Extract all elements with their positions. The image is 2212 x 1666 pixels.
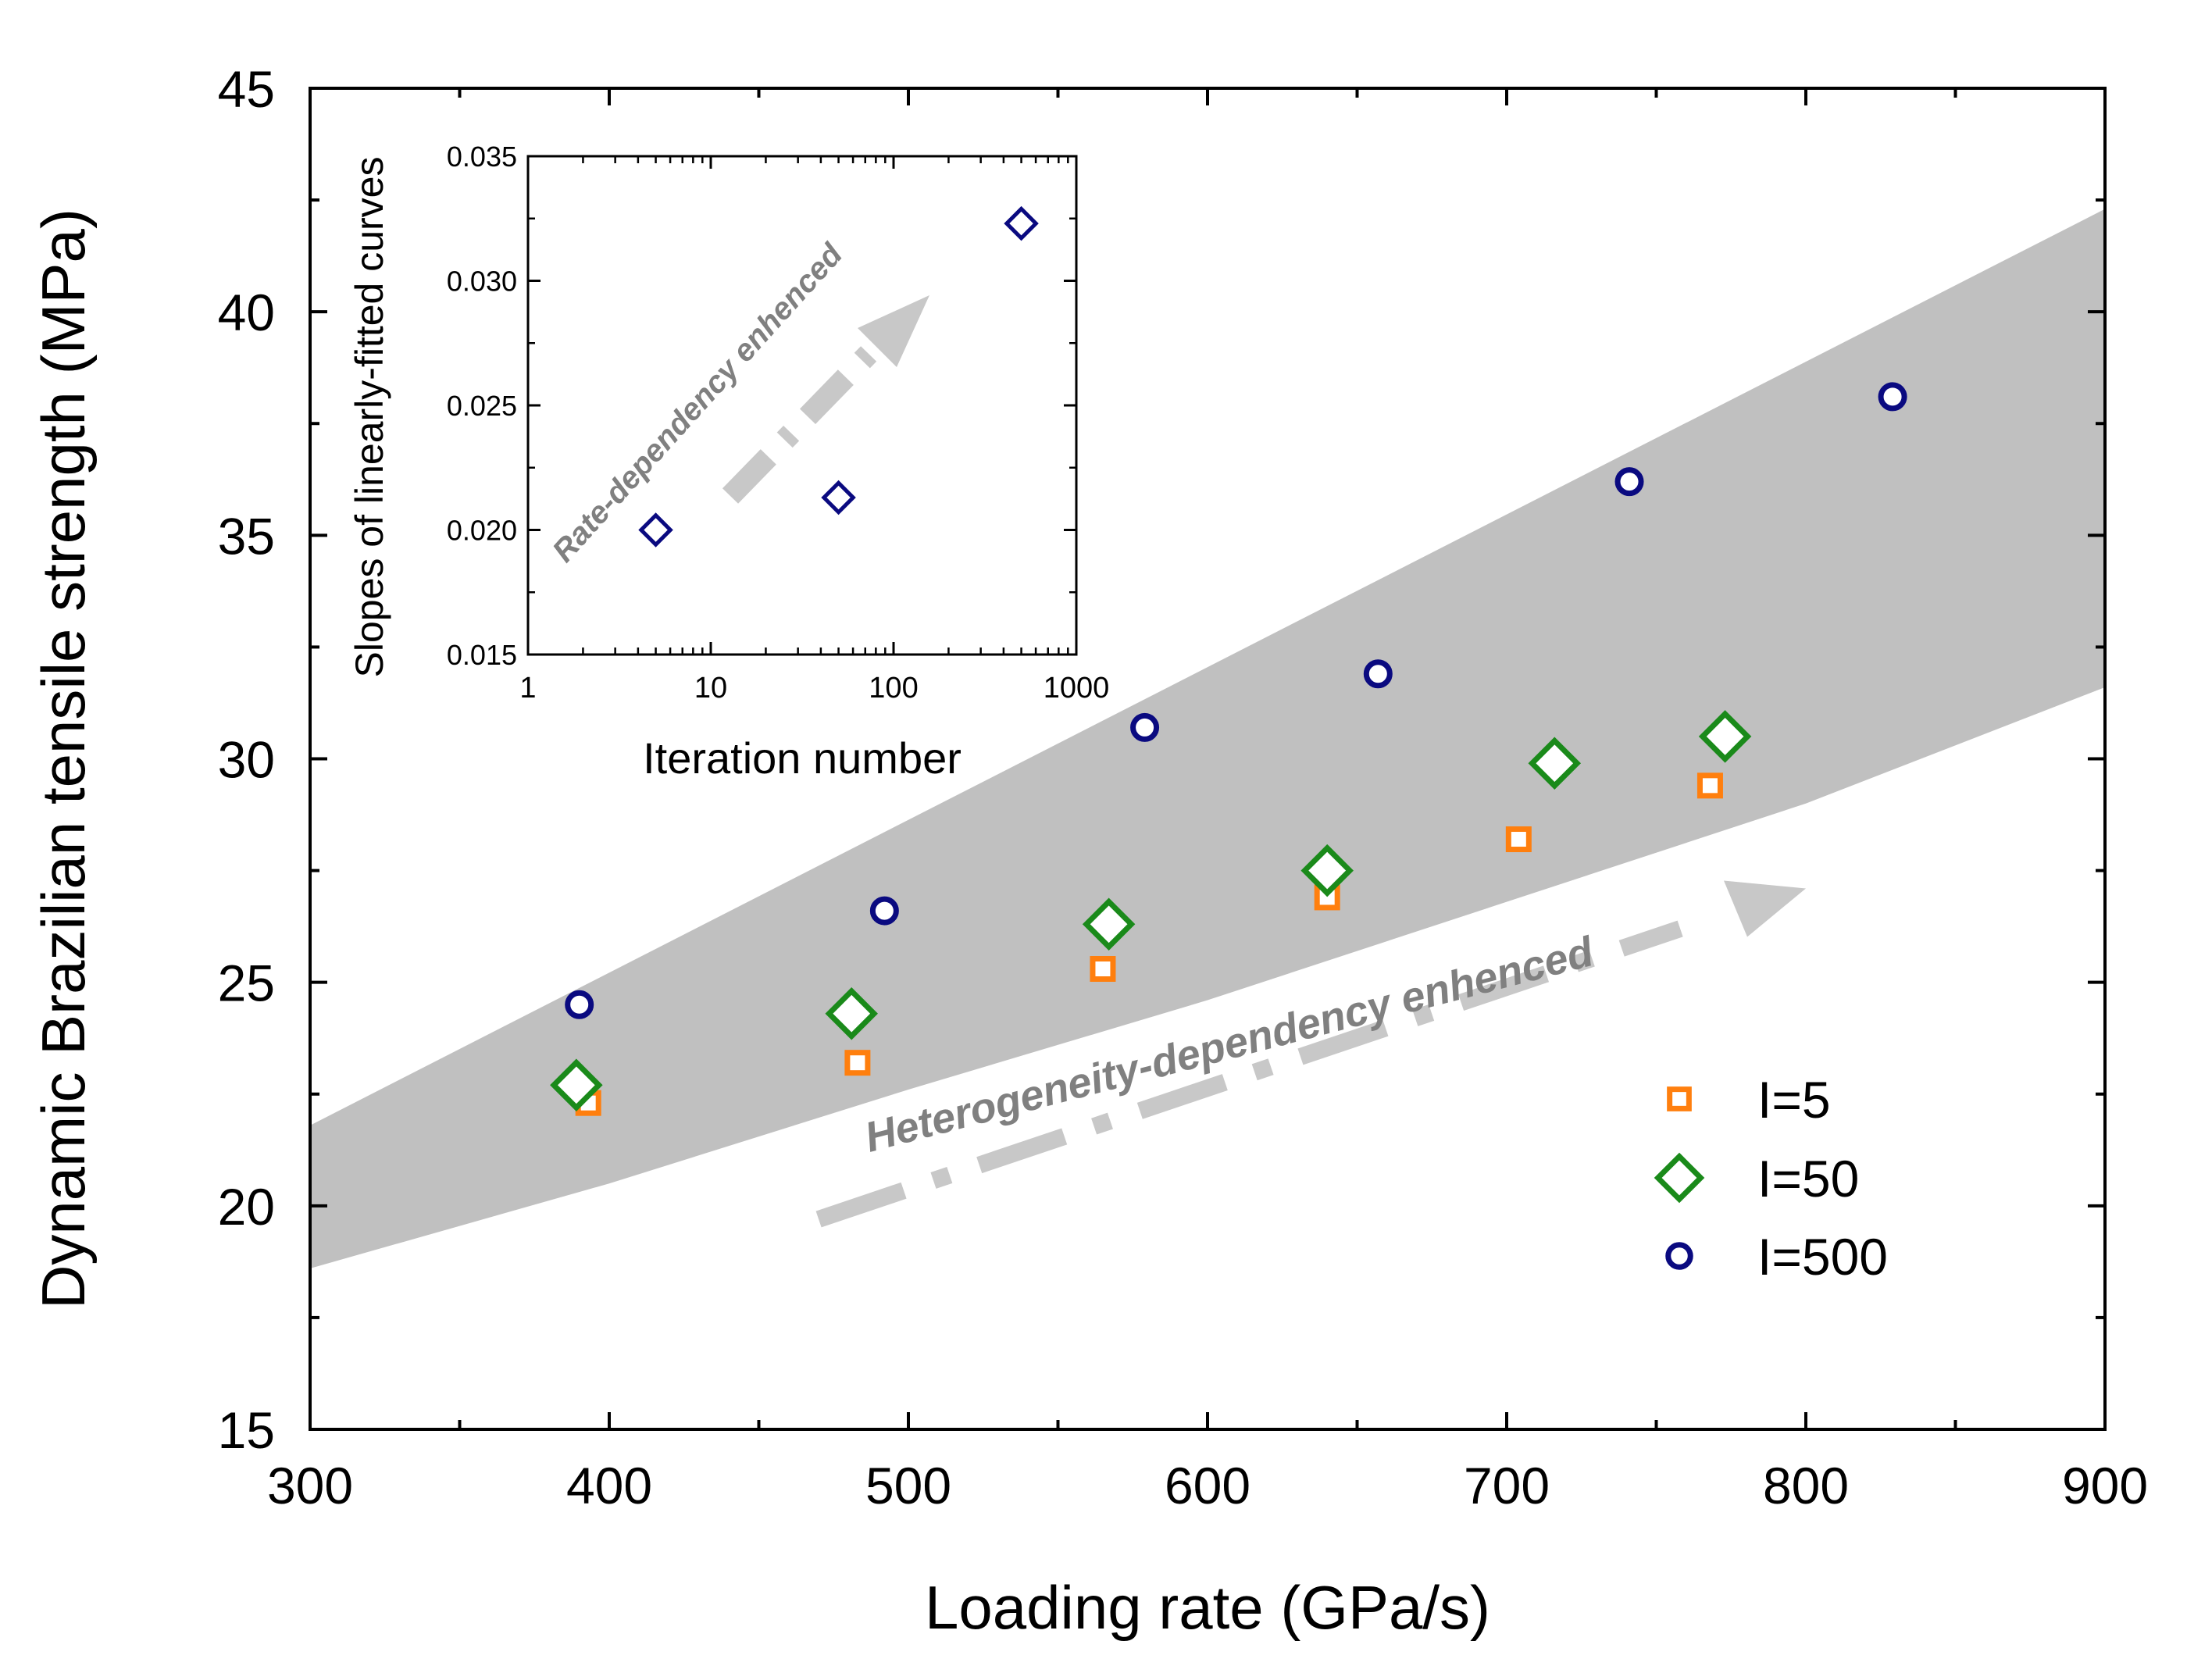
y-tick-label: 25 <box>218 954 275 1012</box>
x-axis: 300 400 500 600 700 800 900 <box>267 88 2148 1514</box>
y-tick-label: 20 <box>218 1178 275 1236</box>
x-tick-label: 1 <box>519 672 536 705</box>
arrow-head <box>1724 880 1806 937</box>
data-point <box>1090 955 1116 982</box>
data-point <box>1004 205 1039 241</box>
series-i50 <box>550 710 1752 1112</box>
y-axis: 15 20 25 30 35 40 45 <box>218 60 2105 1459</box>
x-tick-label: 10 <box>694 672 727 705</box>
data-point <box>1505 826 1532 853</box>
arrow-shaft <box>722 344 879 504</box>
legend-marker <box>1665 1242 1693 1270</box>
data-point <box>1300 844 1354 897</box>
x-tick-label: 600 <box>1165 1457 1250 1514</box>
legend-item: I=50 <box>1654 1150 1859 1208</box>
legend: I=5 I=50 I=500 <box>1654 1071 1888 1286</box>
x-tick-label: 500 <box>865 1457 951 1514</box>
y-tick-label: 35 <box>218 507 275 565</box>
data-point <box>844 1050 871 1076</box>
data-point <box>1696 772 1723 799</box>
data-point <box>821 480 856 515</box>
inset-frame <box>526 155 1078 656</box>
inset-series <box>638 205 1039 548</box>
arrow-shaft <box>815 920 1683 1228</box>
data-point <box>869 896 899 926</box>
y-axis-title: Dynamic Brazilian tensile strength (MPa) <box>29 209 98 1309</box>
x-tick-label: 400 <box>566 1457 652 1514</box>
inset-x-axis-title: Iteration number <box>643 733 962 783</box>
y-tick-label: 0.025 <box>447 390 517 422</box>
legend-label: I=5 <box>1757 1071 1831 1129</box>
legend-marker <box>1667 1086 1692 1111</box>
legend-label: I=50 <box>1757 1150 1859 1208</box>
x-tick-label: 700 <box>1464 1457 1550 1514</box>
series-i5 <box>575 772 1723 1116</box>
y-tick-label: 30 <box>218 731 275 789</box>
arrow-head <box>858 295 929 367</box>
heterogeneity-arrow <box>815 880 1806 1228</box>
x-tick-label: 1000 <box>1044 672 1110 705</box>
x-tick-label: 300 <box>267 1457 353 1514</box>
x-tick-label: 100 <box>869 672 918 705</box>
data-point <box>1698 710 1752 763</box>
y-tick-label: 0.030 <box>447 266 517 298</box>
x-tick-label: 900 <box>2062 1457 2148 1514</box>
data-point <box>1878 382 1907 412</box>
inset-y-axis-title: Slopes of linearly-fitted curves <box>348 157 391 678</box>
legend-label: I=500 <box>1757 1228 1888 1286</box>
legend-marker <box>1654 1152 1705 1204</box>
data-point <box>1363 659 1393 689</box>
data-point <box>1614 467 1644 497</box>
data-point <box>1528 737 1582 790</box>
y-tick-label: 0.020 <box>447 515 517 547</box>
legend-item: I=5 <box>1667 1071 1831 1129</box>
rate-arrow <box>722 295 929 504</box>
y-tick-label: 40 <box>218 284 275 341</box>
y-tick-label: 0.015 <box>447 639 517 671</box>
inset-annotation-text: Rate-dependency enhenced <box>546 237 850 569</box>
y-tick-label: 0.035 <box>447 141 517 173</box>
data-point <box>825 986 878 1040</box>
series-i500 <box>565 382 1907 1019</box>
legend-item: I=500 <box>1665 1228 1888 1286</box>
data-point <box>1082 897 1136 951</box>
confidence-band <box>310 209 2105 1268</box>
data-point <box>550 1058 603 1112</box>
y-tick-label: 15 <box>218 1401 275 1459</box>
data-point <box>565 990 594 1019</box>
x-axis-title: Loading rate (GPa/s) <box>925 1573 1490 1642</box>
x-tick-label: 800 <box>1763 1457 1849 1514</box>
y-tick-label: 45 <box>218 60 275 118</box>
inset-y-axis: 0.015 0.020 0.025 0.030 0.035 <box>447 141 1076 671</box>
data-point <box>638 512 673 548</box>
data-point <box>1130 712 1160 742</box>
inset-x-axis: 1 10 100 1000 <box>519 156 1109 705</box>
